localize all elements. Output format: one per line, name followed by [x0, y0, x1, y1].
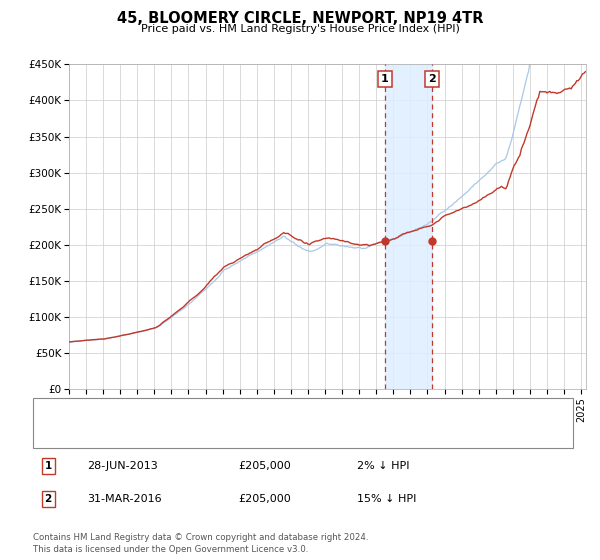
Bar	[385, 64, 432, 389]
FancyBboxPatch shape	[33, 398, 573, 448]
Text: £205,000: £205,000	[238, 460, 291, 470]
Text: 45, BLOOMERY CIRCLE, NEWPORT, NP19 4TR: 45, BLOOMERY CIRCLE, NEWPORT, NP19 4TR	[117, 11, 483, 26]
Text: 45, BLOOMERY CIRCLE, NEWPORT, NP19 4TR (detached house): 45, BLOOMERY CIRCLE, NEWPORT, NP19 4TR (…	[80, 407, 407, 417]
Text: £205,000: £205,000	[238, 494, 291, 504]
Text: 2: 2	[44, 494, 52, 504]
Text: 28-JUN-2013: 28-JUN-2013	[87, 460, 158, 470]
Text: 31-MAR-2016: 31-MAR-2016	[87, 494, 161, 504]
Text: 1: 1	[381, 74, 388, 84]
Text: HPI: Average price, detached house, Newport: HPI: Average price, detached house, Newp…	[80, 429, 317, 439]
Text: 15% ↓ HPI: 15% ↓ HPI	[357, 494, 416, 504]
Text: 1: 1	[44, 460, 52, 470]
Text: 2: 2	[428, 74, 436, 84]
Text: Price paid vs. HM Land Registry's House Price Index (HPI): Price paid vs. HM Land Registry's House …	[140, 24, 460, 34]
Text: Contains HM Land Registry data © Crown copyright and database right 2024.
This d: Contains HM Land Registry data © Crown c…	[33, 533, 368, 554]
Text: 2% ↓ HPI: 2% ↓ HPI	[357, 460, 409, 470]
